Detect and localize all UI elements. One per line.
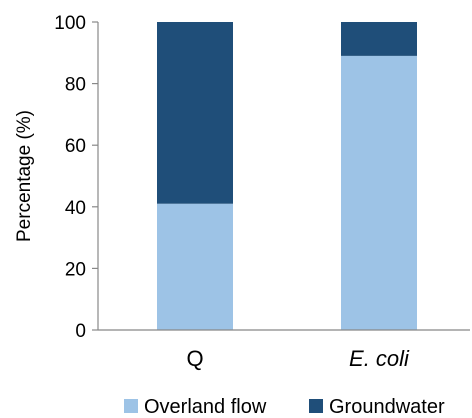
y-tick-label: 40 — [65, 198, 86, 219]
y-tick-label: 0 — [75, 321, 86, 342]
x-tick-label: Q — [186, 346, 203, 371]
bar-groundwater-0 — [157, 22, 233, 204]
y-tick-label: 60 — [65, 136, 86, 157]
legend-label: Groundwater — [329, 396, 445, 418]
legend-swatch — [309, 399, 323, 413]
y-tick-label: 20 — [65, 259, 86, 280]
y-tick-label: 80 — [65, 75, 86, 96]
legend-label: Overland flow — [144, 396, 267, 418]
legend-swatch — [124, 399, 138, 413]
x-tick-label: E. coli — [349, 346, 410, 371]
axes: 0 20 40 60 80 100 Q E. coli — [54, 13, 470, 371]
bar-groundwater-1 — [341, 22, 417, 56]
legend: Overland flow Groundwater — [124, 396, 445, 418]
bar-overland-flow-0 — [157, 203, 233, 330]
legend-item-groundwater: Groundwater — [309, 396, 445, 418]
bar-overland-flow-1 — [341, 55, 417, 330]
y-tick-label: 100 — [54, 13, 86, 34]
y-axis-label: Percentage (%) — [14, 110, 35, 242]
legend-item-overland-flow: Overland flow — [124, 396, 267, 418]
plot-area — [157, 22, 417, 330]
